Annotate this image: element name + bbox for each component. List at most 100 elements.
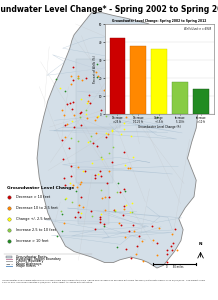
Point: [60, 211, 64, 216]
Point: [114, 95, 117, 100]
Point: [128, 70, 131, 74]
Point: [94, 226, 97, 231]
Text: Major Highways: Major Highways: [16, 262, 41, 266]
Text: Decrease 10 to 2.5 feet: Decrease 10 to 2.5 feet: [16, 206, 58, 210]
Point: [158, 92, 161, 97]
Point: [95, 61, 98, 66]
Text: Groundwater Level Change: Groundwater Level Change: [7, 186, 74, 191]
Point: [116, 244, 119, 249]
Point: [94, 130, 98, 135]
Point: [103, 208, 107, 213]
Point: [71, 78, 75, 82]
Point: [104, 135, 107, 140]
Point: [112, 145, 115, 150]
Point: [130, 112, 133, 116]
Point: [83, 168, 87, 173]
Point: [175, 248, 179, 253]
Point: [77, 203, 80, 208]
Point: [85, 116, 89, 121]
Point: [79, 194, 83, 199]
Point: [171, 247, 174, 252]
Point: [82, 205, 85, 210]
Point: [92, 141, 95, 146]
Point: [130, 85, 133, 89]
Point: [67, 146, 71, 151]
Point: [85, 100, 89, 105]
Point: [107, 131, 110, 136]
Point: [93, 176, 97, 180]
Point: [165, 252, 169, 256]
Point: [166, 260, 169, 265]
Point: [169, 244, 173, 249]
Point: [96, 172, 100, 176]
Point: [103, 224, 106, 229]
Point: [123, 103, 126, 108]
Text: Decrease > 10 feet: Decrease > 10 feet: [16, 195, 50, 199]
Point: [129, 256, 133, 260]
Point: [59, 208, 63, 213]
Point: [173, 227, 176, 232]
Point: [107, 151, 111, 155]
Point: [95, 143, 99, 148]
Point: [62, 221, 66, 226]
Point: [117, 181, 120, 186]
Point: [134, 252, 137, 256]
Point: [121, 103, 124, 108]
Point: [125, 115, 128, 119]
Point: [123, 204, 126, 209]
Point: [74, 189, 78, 194]
Polygon shape: [78, 183, 109, 224]
Point: [90, 160, 93, 165]
Point: [135, 244, 139, 248]
Point: [99, 168, 102, 173]
Point: [63, 182, 66, 187]
Point: [95, 75, 99, 80]
Point: [111, 127, 114, 132]
Point: [133, 228, 136, 233]
Point: [155, 252, 159, 257]
Point: [100, 211, 103, 216]
Point: [102, 87, 105, 92]
Text: Increase 2.5 to 10 feet: Increase 2.5 to 10 feet: [16, 228, 56, 232]
Point: [124, 202, 128, 207]
Point: [128, 166, 131, 171]
Point: [137, 233, 140, 238]
Point: [68, 100, 72, 105]
Point: [123, 189, 126, 194]
Point: [55, 76, 58, 81]
Point: [124, 235, 127, 240]
Point: [122, 127, 126, 132]
Point: [110, 93, 114, 98]
Title: Groundwater Level Change: Spring 2002 to Spring 2012: Groundwater Level Change: Spring 2002 to…: [112, 19, 206, 23]
Point: [126, 166, 130, 170]
Text: 0       50 miles: 0 50 miles: [166, 265, 183, 269]
Point: [104, 195, 107, 200]
Point: [78, 215, 82, 220]
Point: [91, 214, 94, 219]
Point: [123, 163, 127, 168]
Point: [71, 100, 75, 105]
Point: [68, 181, 71, 185]
Point: [89, 208, 93, 213]
Point: [62, 113, 65, 118]
Point: [110, 160, 114, 164]
Point: [112, 100, 116, 105]
Point: [141, 259, 145, 264]
Point: [70, 163, 73, 168]
Point: [150, 224, 153, 229]
Point: [72, 183, 75, 188]
Point: [157, 225, 160, 230]
Point: [80, 210, 83, 215]
Point: [123, 206, 126, 211]
Bar: [172, 82, 188, 114]
Point: [103, 222, 106, 227]
Point: [79, 182, 82, 187]
Point: [70, 107, 74, 112]
Point: [65, 195, 68, 200]
Polygon shape: [37, 13, 198, 268]
Point: [95, 114, 99, 119]
Point: [60, 229, 64, 234]
Point: [106, 102, 110, 107]
Text: Groundwater Basin: Groundwater Basin: [16, 255, 46, 259]
Point: [118, 220, 121, 225]
